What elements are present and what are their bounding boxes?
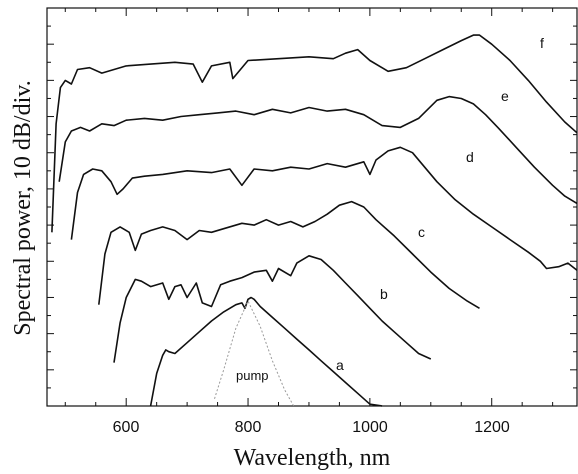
series-line-pump — [214, 299, 295, 407]
pump-label: pump — [236, 368, 269, 383]
x-tick-label: 1000 — [352, 419, 388, 436]
x-axis-title: Wavelength, nm — [234, 445, 391, 471]
y-axis-title: Spectral power, 10 dB/div. — [10, 80, 36, 335]
series-line-b — [113, 255, 432, 363]
series-label-b: b — [380, 286, 388, 302]
series-label-e: e — [501, 88, 509, 104]
x-tick-label: 800 — [235, 419, 262, 436]
series-line-f — [51, 34, 578, 233]
x-axis-ticks — [64, 8, 554, 406]
series-line-c — [98, 200, 480, 309]
x-tick-label: 600 — [113, 419, 140, 436]
series-group — [51, 34, 578, 407]
series-label-d: d — [466, 149, 474, 165]
series-line-e — [58, 95, 578, 205]
plot-frame — [46, 7, 578, 407]
series-label-a: a — [336, 357, 344, 373]
series-line-a — [149, 296, 383, 407]
series-line-d — [70, 146, 578, 271]
y-axis-ticks — [47, 7, 577, 407]
series-label-c: c — [418, 224, 425, 240]
x-tick-label: 1200 — [474, 419, 510, 436]
series-label-f: f — [540, 35, 544, 51]
